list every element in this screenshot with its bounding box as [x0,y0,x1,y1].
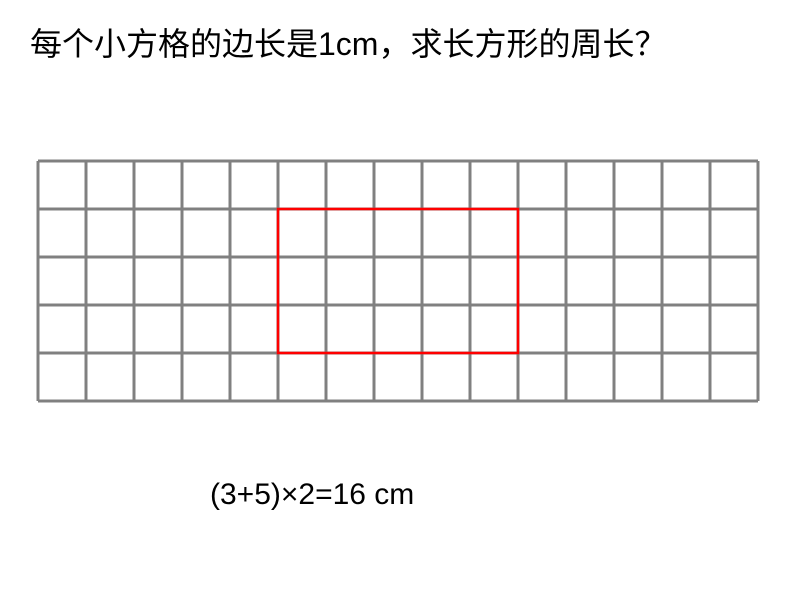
question-text: 每个小方格的边长是1cm，求长方形的周长？ [30,20,764,68]
answer-text: (3+5)×2=16 cm [210,478,414,512]
grid-svg [35,158,761,404]
grid-diagram [35,158,761,404]
